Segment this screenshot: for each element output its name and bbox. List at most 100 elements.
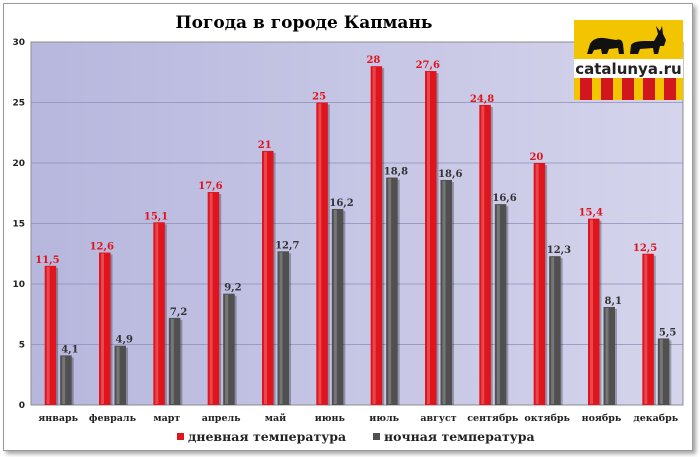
x-category-label: сентябрь xyxy=(467,413,519,424)
bar-highlight xyxy=(318,103,322,404)
day-value-label: 12,5 xyxy=(633,243,657,254)
logo-stripe xyxy=(580,78,592,100)
bar-highlight xyxy=(101,253,104,404)
x-axis-categories: январь февраль март апрель май июнь июль август… xyxy=(38,413,679,424)
day-temperature-bar xyxy=(588,218,600,405)
legend: дневная температура ночная температура xyxy=(177,429,535,444)
bar-highlight xyxy=(481,105,485,405)
night-value-label: 5,5 xyxy=(659,327,676,338)
bar-highlight xyxy=(225,294,229,404)
night-temperature-bar xyxy=(223,293,235,405)
day-value-label: 20 xyxy=(529,152,543,163)
night-value-label: 18,6 xyxy=(438,169,462,180)
x-category-label: август xyxy=(420,413,456,424)
bear-and-donkey-icon xyxy=(587,26,666,54)
day-temperature-bar xyxy=(533,163,546,405)
x-category-label: декабрь xyxy=(633,413,678,424)
chart-frame: Погода в городе Капмань 0 5 10 15 20 25 30 11,… xyxy=(3,3,693,451)
y-tick-label: 0 xyxy=(19,401,25,411)
night-temperature-bar xyxy=(60,355,72,405)
day-temperature-bar xyxy=(99,252,111,405)
y-tick-label: 10 xyxy=(12,280,25,290)
logo-text: catalunya.ru xyxy=(575,60,681,78)
legend-label-day: дневная температура xyxy=(188,429,346,444)
day-temperature-bar xyxy=(44,265,57,405)
y-axis-ticks: 0 5 10 15 20 25 30 xyxy=(12,38,25,411)
bar-highlight xyxy=(264,151,267,404)
x-category-label: май xyxy=(265,413,286,424)
legend-label-night: ночная температура xyxy=(384,429,535,444)
bar-highlight xyxy=(551,257,555,404)
chart-title: Погода в городе Капмань xyxy=(176,13,433,33)
night-temperature-bar xyxy=(494,204,507,405)
bar-highlight xyxy=(605,307,609,404)
bar-highlight xyxy=(659,339,663,404)
logo-stripe xyxy=(643,78,655,100)
night-value-label: 18,8 xyxy=(384,167,408,178)
day-temperature-bar xyxy=(316,102,328,405)
night-value-label: 9,2 xyxy=(224,283,241,294)
x-category-label: апрель xyxy=(202,413,241,424)
day-value-label: 24,8 xyxy=(470,94,494,105)
bar-highlight xyxy=(209,193,213,404)
night-temperature-bar xyxy=(168,317,181,405)
night-temperature-bar xyxy=(657,338,670,405)
day-temperature-bar xyxy=(207,192,220,405)
day-value-label: 11,5 xyxy=(35,255,59,266)
day-value-label: 25 xyxy=(312,92,326,103)
chart: Погода в городе Капмань 0 5 10 15 20 25 30 11,… xyxy=(12,13,684,444)
x-category-label: март xyxy=(153,413,180,424)
bar-highlight xyxy=(170,318,174,404)
bar-highlight xyxy=(427,72,430,404)
night-temperature-bar xyxy=(440,179,452,405)
bar-highlight xyxy=(333,209,337,404)
night-temperature-bar xyxy=(114,345,126,405)
day-temperature-bar xyxy=(642,253,654,405)
night-value-label: 4,9 xyxy=(116,335,133,346)
day-temperature-bar xyxy=(425,71,437,405)
night-temperature-bar xyxy=(603,306,615,405)
bar-highlight xyxy=(442,180,446,404)
night-value-label: 16,2 xyxy=(329,198,353,209)
grid-lines xyxy=(31,102,683,345)
y-tick-label: 20 xyxy=(12,159,25,169)
site-logo: catalunya.ru xyxy=(574,20,683,100)
bar-highlight xyxy=(590,219,593,404)
night-temperature-bar xyxy=(549,256,561,405)
day-temperature-bar xyxy=(479,104,491,406)
x-category-label: январь xyxy=(38,413,78,424)
bar-highlight xyxy=(372,67,376,404)
bar-highlight xyxy=(535,164,539,404)
night-value-label: 4,1 xyxy=(61,344,78,355)
x-category-label: ноябрь xyxy=(582,413,622,424)
day-value-label: 17,6 xyxy=(198,181,222,192)
data-labels: 11,5 4,1 12,6 4,9 15,1 7,2 17,6 9,2 21 12,7 25 16,2… xyxy=(35,55,676,355)
logo-stripe xyxy=(622,78,634,100)
bar-highlight xyxy=(62,356,66,404)
x-category-label: июль xyxy=(369,413,399,424)
night-temperature-bar xyxy=(386,177,398,405)
bar-highlight xyxy=(388,178,392,404)
night-value-label: 16,6 xyxy=(492,193,516,204)
day-temperature-bar xyxy=(262,150,274,405)
logo-stripe xyxy=(601,78,613,100)
day-value-label: 12,6 xyxy=(90,242,114,253)
bars xyxy=(44,66,672,406)
bar-highlight xyxy=(46,266,50,404)
bar-highlight xyxy=(279,252,283,404)
legend-swatch-night xyxy=(373,433,380,440)
x-category-label: июнь xyxy=(315,413,346,424)
day-temperature-bar xyxy=(370,66,383,405)
logo-stripe xyxy=(664,78,676,100)
logo-text-band xyxy=(574,59,683,78)
bar-highlight xyxy=(155,223,159,404)
y-tick-label: 15 xyxy=(12,220,25,230)
x-category-label: февраль xyxy=(89,413,137,424)
day-temperature-bar xyxy=(153,222,165,405)
x-category-label: октябрь xyxy=(524,413,570,424)
night-value-label: 12,3 xyxy=(547,245,571,256)
night-value-label: 8,1 xyxy=(605,296,622,307)
y-tick-label: 25 xyxy=(12,99,25,109)
day-value-label: 28 xyxy=(366,55,380,66)
bar-highlight xyxy=(644,254,648,404)
